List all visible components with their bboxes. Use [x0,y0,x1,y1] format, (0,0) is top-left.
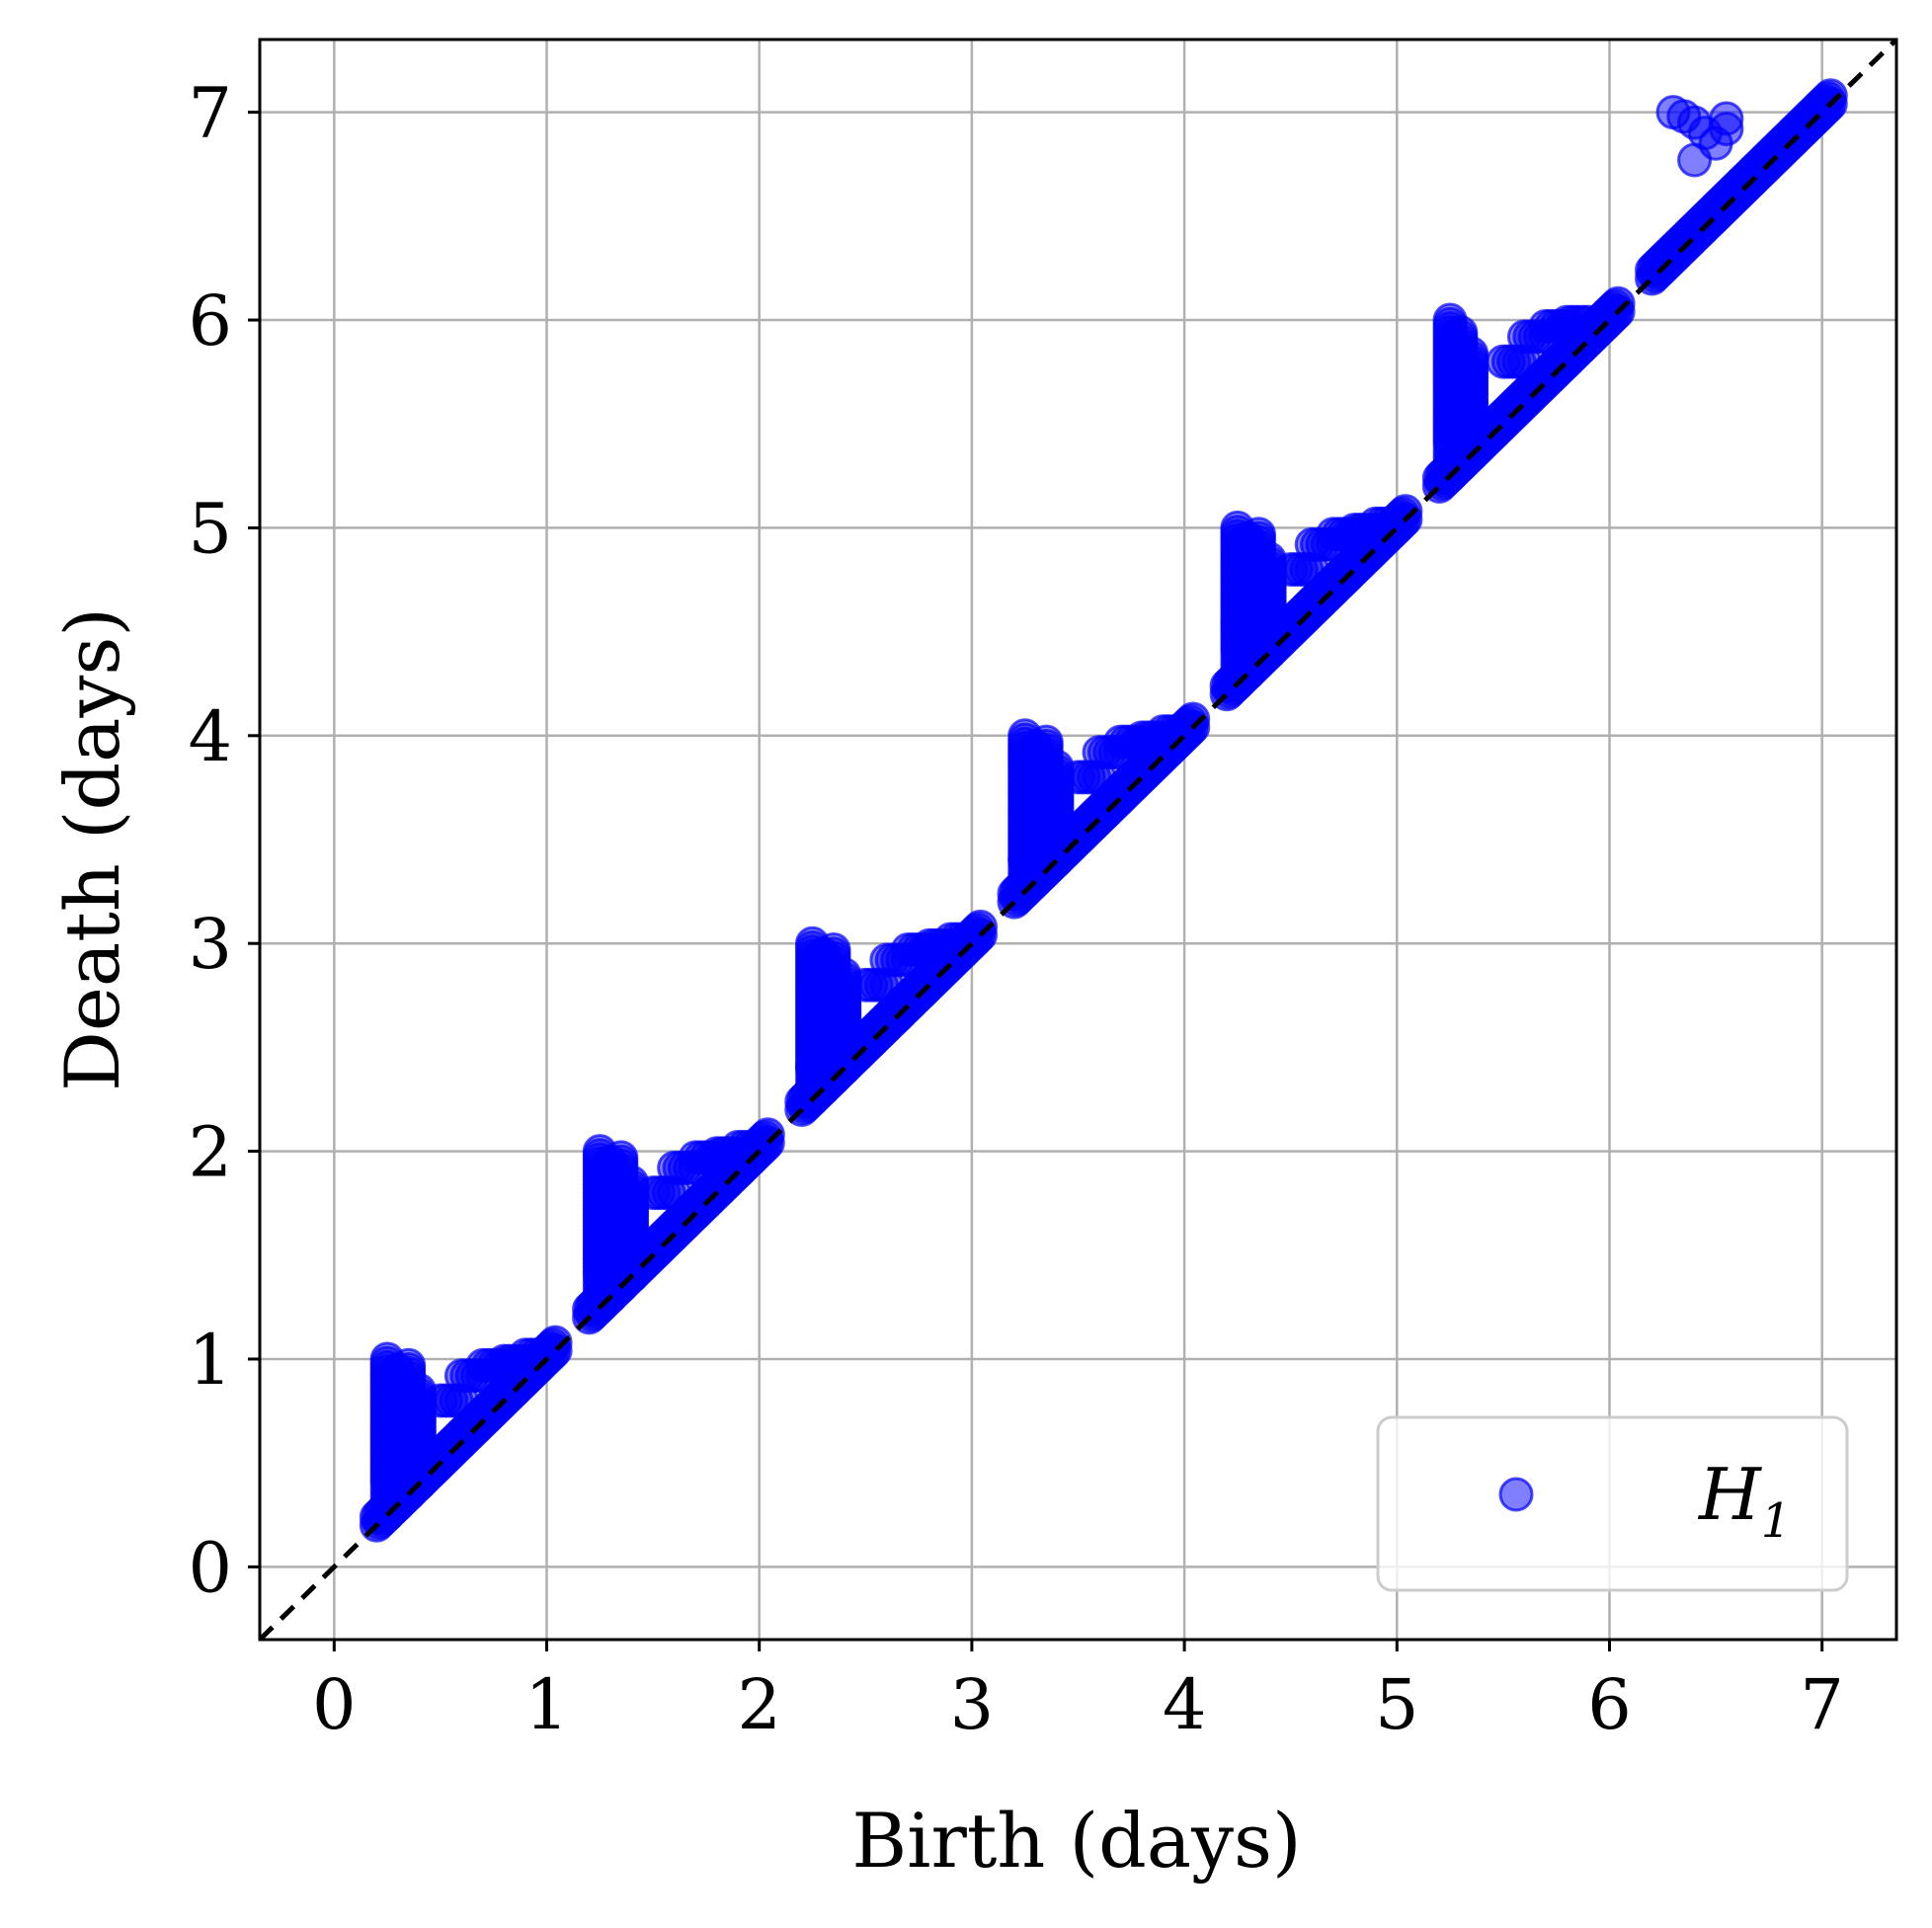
x-tick-label: 0 [312,1664,357,1745]
x-axis-title: Birth (days) [851,1797,1301,1885]
y-tick-label: 0 [188,1527,232,1608]
data-point [1039,811,1075,846]
data-point [614,1227,650,1262]
y-tick-label: 1 [188,1320,232,1401]
data-point [529,1337,565,1373]
data-point [1167,714,1202,750]
y-axis-title: Death (days) [48,607,136,1091]
legend-label-h1: H1 [1697,1453,1791,1549]
x-tick-label: 5 [1375,1664,1419,1745]
legend-label-subscript: 1 [1761,1493,1792,1549]
data-point [954,922,990,957]
legend-box [1376,1415,1849,1592]
data-point [1709,101,1744,136]
data-point [1812,78,1848,114]
data-point [1454,336,1489,371]
plot-frame [258,38,1898,1642]
data-point [401,1441,437,1477]
y-tick-label: 7 [188,73,232,154]
data-point [1251,609,1287,645]
y-tick-label: 3 [188,904,232,985]
y-axis-ticks: 0 1 2 3 4 5 6 7 [188,73,260,1608]
diagonal-reference-line [258,38,1898,1642]
data-point [742,1129,777,1165]
data-point [1379,506,1414,541]
legend-marker-h1 [1498,1477,1534,1512]
x-tick-label: 7 [1800,1664,1844,1745]
y-tick-label: 4 [188,696,232,777]
grid-lines [260,40,1896,1640]
y-tick-label: 5 [188,488,232,569]
data-point [827,1019,862,1055]
x-tick-label: 3 [950,1664,995,1745]
x-tick-label: 1 [524,1664,569,1745]
x-tick-label: 6 [1587,1664,1632,1745]
x-tick-label: 4 [1163,1664,1207,1745]
y-tick-label: 2 [188,1112,232,1193]
legend-label-main: H [1697,1453,1762,1536]
data-point [1600,285,1636,321]
data-point [1454,387,1489,423]
legend: H1 [1376,1415,1849,1592]
x-tick-label: 2 [737,1664,781,1745]
y-tick-label: 6 [188,281,232,362]
x-axis-ticks: 0 1 2 3 4 5 6 7 [312,1640,1844,1745]
